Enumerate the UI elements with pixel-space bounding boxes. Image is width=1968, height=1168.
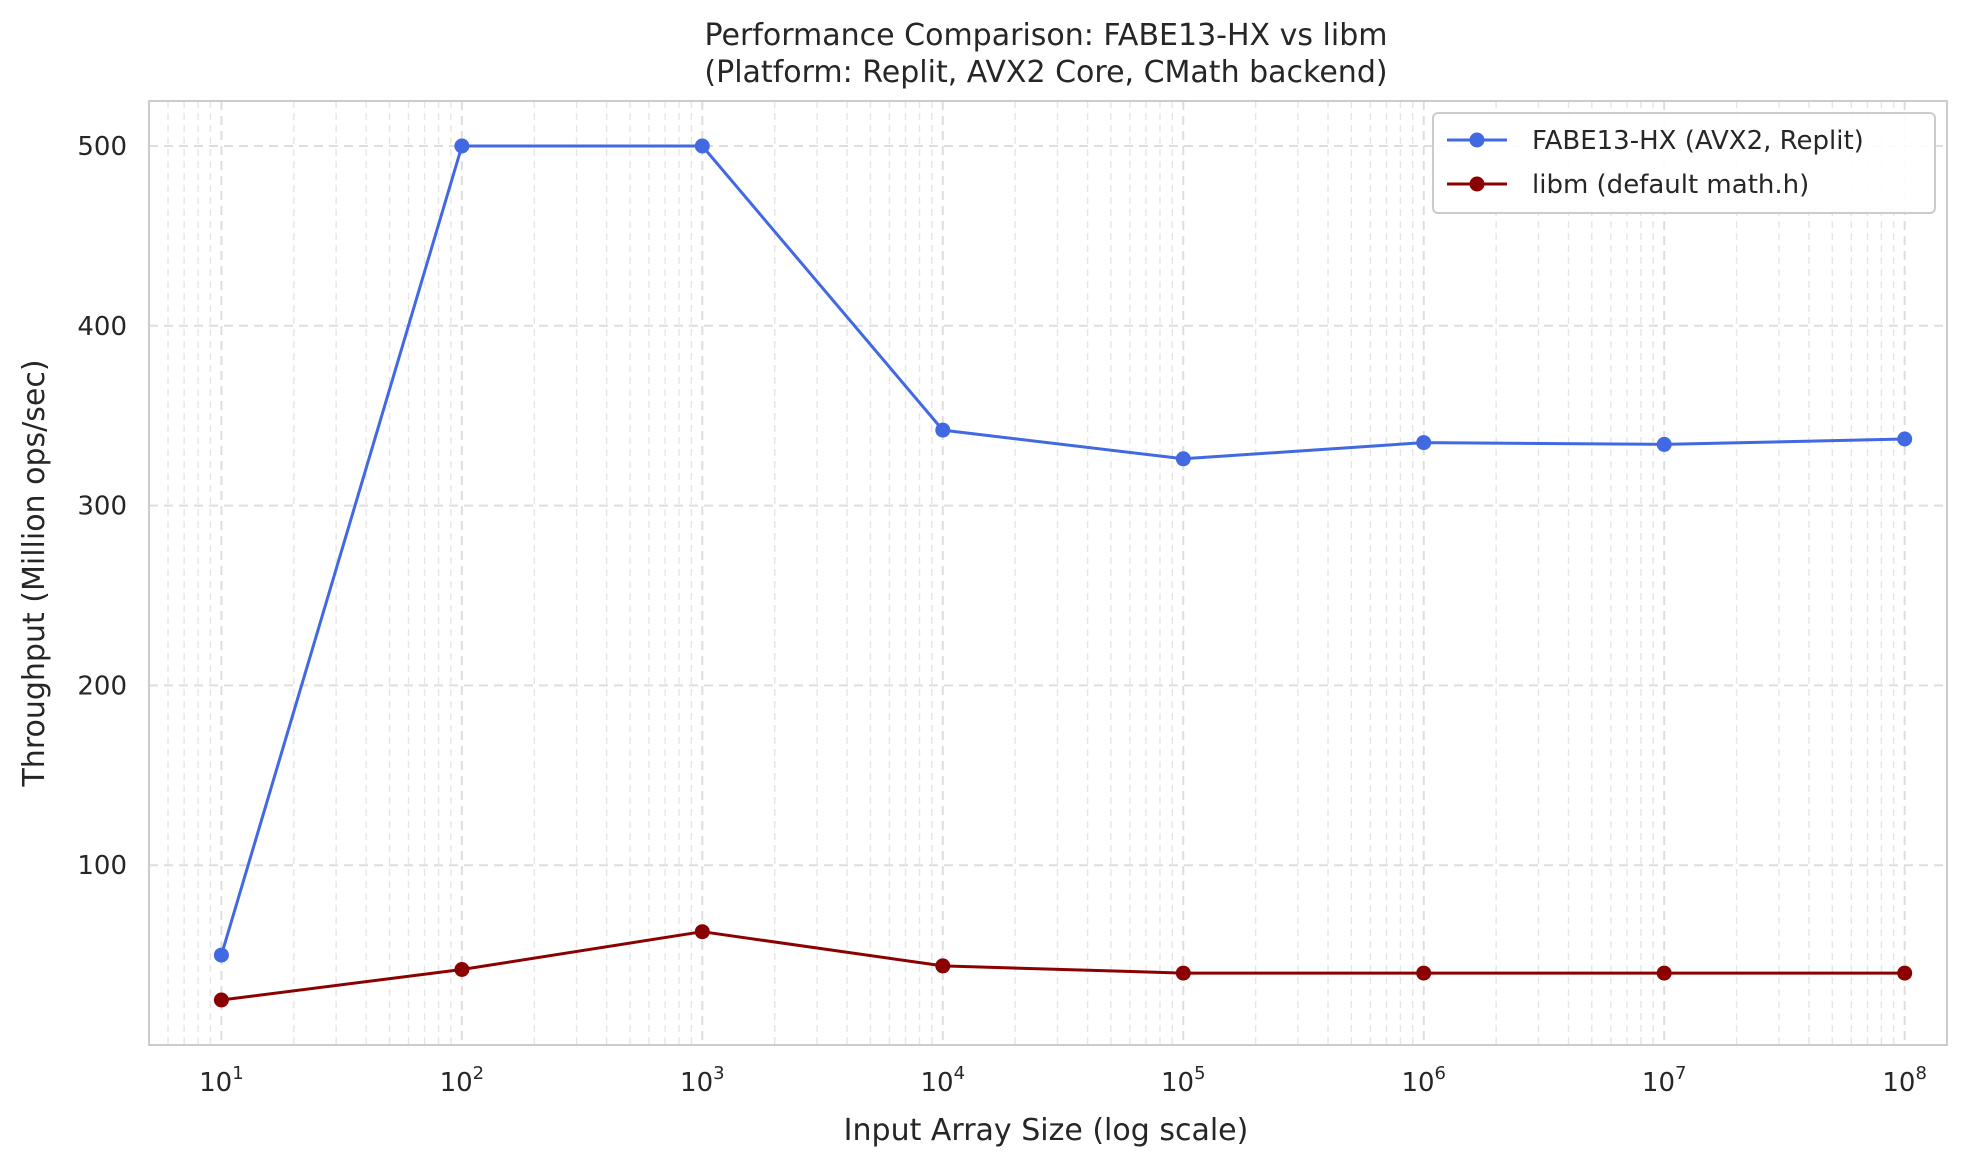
y-tick-label: 500 xyxy=(77,132,127,162)
series-1-point xyxy=(1897,431,1913,447)
y-axis-label: Throughput (Million ops/sec) xyxy=(17,359,52,787)
x-tick-label: 106 xyxy=(1401,1063,1446,1098)
x-tick-label: 103 xyxy=(680,1063,725,1098)
series-2-point xyxy=(213,992,229,1008)
chart-subtitle: (Platform: Replit, AVX2 Core, CMath back… xyxy=(704,55,1387,90)
legend: FABE13-HX (AVX2, Replit) libm (default ma… xyxy=(1432,112,1936,214)
series-line-2 xyxy=(219,930,1907,1002)
series-1-point xyxy=(1416,435,1432,451)
chart-title: Performance Comparison: FABE13-HX vs lib… xyxy=(705,18,1388,53)
series-2-point xyxy=(1656,965,1672,981)
legend-box xyxy=(1432,112,1936,214)
series-2-point xyxy=(454,962,470,977)
series-2-point xyxy=(1897,965,1913,981)
series-1-point xyxy=(935,422,951,438)
y-tick-label: 400 xyxy=(77,312,127,342)
x-tick-label: 102 xyxy=(440,1063,485,1098)
y-tick-label: 300 xyxy=(77,492,127,522)
x-tick-label: 108 xyxy=(1882,1063,1927,1098)
series-1-point xyxy=(1656,436,1672,452)
legend-marker-2 xyxy=(1469,176,1485,192)
series-2-point xyxy=(694,924,710,940)
tick-layer: 101 102 103 104 105 106 107 108 100 200 300 400 500 xyxy=(77,132,1927,1098)
series-layer xyxy=(213,138,1913,1008)
x-axis-label: Input Array Size (log scale) xyxy=(844,1113,1249,1148)
series-1-point xyxy=(213,947,229,963)
series-line-1 xyxy=(219,144,1907,957)
x-tick-label: 107 xyxy=(1642,1063,1687,1098)
y-tick-label: 100 xyxy=(77,851,127,881)
legend-label-2: libm (default math.h) xyxy=(1532,170,1809,200)
x-tick-label: 101 xyxy=(199,1063,244,1098)
x-tick-label: 104 xyxy=(921,1063,966,1098)
series-1-point xyxy=(694,138,710,154)
grid-layer xyxy=(148,101,1947,1045)
x-tick-label: 105 xyxy=(1161,1063,1206,1098)
series-2-point xyxy=(1416,965,1432,981)
legend-label-1: FABE13-HX (AVX2, Replit) xyxy=(1532,126,1864,156)
series-2-point xyxy=(935,958,951,974)
series-1-point xyxy=(454,138,470,154)
legend-marker-1 xyxy=(1469,132,1485,148)
legend-items: FABE13-HX (AVX2, Replit) libm (default ma… xyxy=(1447,126,1864,200)
y-tick-label: 200 xyxy=(77,671,127,701)
series-1-point xyxy=(1175,451,1191,467)
plot-frame xyxy=(148,100,1948,1046)
series-2-point xyxy=(1175,965,1191,981)
